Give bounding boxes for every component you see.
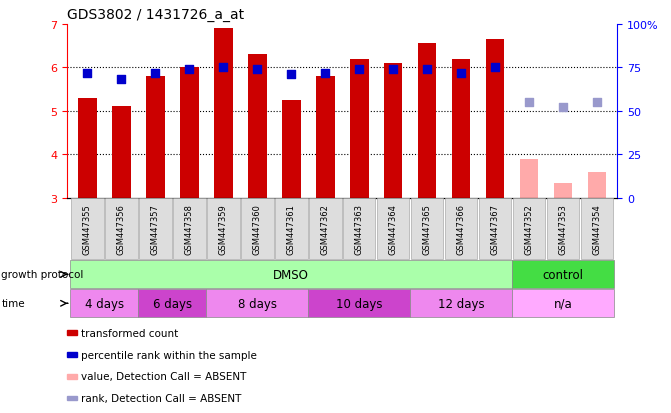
Point [592, 100, 603, 106]
Text: GSM447362: GSM447362 [321, 204, 329, 254]
FancyBboxPatch shape [275, 199, 307, 260]
Text: value, Detection Call = ABSENT: value, Detection Call = ABSENT [81, 371, 246, 381]
Text: GSM447364: GSM447364 [389, 204, 398, 254]
FancyBboxPatch shape [547, 199, 579, 260]
Bar [112, 107, 131, 198]
FancyBboxPatch shape [173, 199, 206, 260]
Point [184, 66, 195, 73]
Point [523, 100, 534, 106]
Bar [214, 29, 233, 198]
FancyBboxPatch shape [138, 290, 207, 318]
FancyBboxPatch shape [377, 199, 409, 260]
FancyBboxPatch shape [478, 199, 511, 260]
Text: GSM447361: GSM447361 [287, 204, 296, 254]
Text: GSM447360: GSM447360 [253, 204, 262, 254]
Point [388, 66, 399, 73]
Text: GDS3802 / 1431726_a_at: GDS3802 / 1431726_a_at [67, 8, 244, 22]
Bar [350, 59, 368, 198]
FancyBboxPatch shape [411, 199, 444, 260]
FancyBboxPatch shape [513, 199, 546, 260]
Text: GSM447353: GSM447353 [558, 204, 568, 254]
Point [456, 70, 466, 77]
FancyBboxPatch shape [207, 199, 240, 260]
Text: 6 days: 6 days [153, 297, 192, 310]
FancyBboxPatch shape [512, 290, 614, 318]
Text: 12 days: 12 days [437, 297, 484, 310]
Point [354, 66, 364, 73]
Point [82, 70, 93, 77]
FancyBboxPatch shape [207, 290, 308, 318]
FancyBboxPatch shape [580, 199, 613, 260]
Point [252, 66, 262, 73]
Text: transformed count: transformed count [81, 328, 178, 338]
FancyBboxPatch shape [309, 199, 342, 260]
FancyBboxPatch shape [70, 290, 138, 318]
FancyBboxPatch shape [71, 199, 104, 260]
Bar [67, 374, 77, 379]
Point [116, 77, 127, 83]
Text: GSM447358: GSM447358 [185, 204, 194, 254]
Point [150, 70, 161, 77]
FancyBboxPatch shape [343, 199, 376, 260]
FancyBboxPatch shape [70, 261, 512, 289]
Text: 10 days: 10 days [336, 297, 382, 310]
Text: GSM447355: GSM447355 [83, 204, 92, 254]
Text: GSM447367: GSM447367 [491, 204, 499, 255]
Text: control: control [542, 268, 584, 281]
Point [218, 65, 229, 71]
Point [286, 72, 297, 78]
Bar [384, 64, 403, 198]
Bar [418, 44, 436, 198]
Bar [554, 183, 572, 198]
Bar [486, 40, 505, 198]
FancyBboxPatch shape [105, 199, 138, 260]
Text: GSM447354: GSM447354 [592, 204, 601, 254]
Bar [248, 55, 266, 198]
Text: GSM447357: GSM447357 [151, 204, 160, 254]
Point [422, 66, 433, 73]
Bar [282, 101, 301, 198]
FancyBboxPatch shape [241, 199, 274, 260]
Point [320, 70, 331, 77]
FancyBboxPatch shape [512, 261, 614, 289]
Point [490, 65, 501, 71]
Text: rank, Detection Call = ABSENT: rank, Detection Call = ABSENT [81, 393, 242, 403]
Bar [519, 159, 538, 198]
Bar [67, 352, 77, 357]
Bar [588, 172, 607, 198]
Text: GSM447365: GSM447365 [423, 204, 431, 254]
Bar [67, 396, 77, 400]
Bar [452, 59, 470, 198]
Bar [316, 77, 335, 198]
Text: percentile rank within the sample: percentile rank within the sample [81, 350, 257, 360]
Text: GSM447366: GSM447366 [456, 204, 466, 255]
Text: DMSO: DMSO [273, 268, 309, 281]
Bar [180, 68, 199, 198]
Text: GSM447363: GSM447363 [355, 204, 364, 255]
Text: growth protocol: growth protocol [1, 270, 84, 280]
FancyBboxPatch shape [445, 199, 477, 260]
Text: time: time [1, 299, 25, 309]
Text: GSM447352: GSM447352 [525, 204, 533, 254]
Point [558, 105, 568, 112]
FancyBboxPatch shape [410, 290, 512, 318]
Text: GSM447356: GSM447356 [117, 204, 126, 254]
FancyBboxPatch shape [139, 199, 172, 260]
Text: GSM447359: GSM447359 [219, 204, 228, 254]
Bar [67, 331, 77, 335]
Text: 4 days: 4 days [85, 297, 124, 310]
Text: 8 days: 8 days [238, 297, 277, 310]
Text: n/a: n/a [554, 297, 572, 310]
Bar [146, 77, 165, 198]
Bar [78, 99, 97, 198]
FancyBboxPatch shape [308, 290, 410, 318]
